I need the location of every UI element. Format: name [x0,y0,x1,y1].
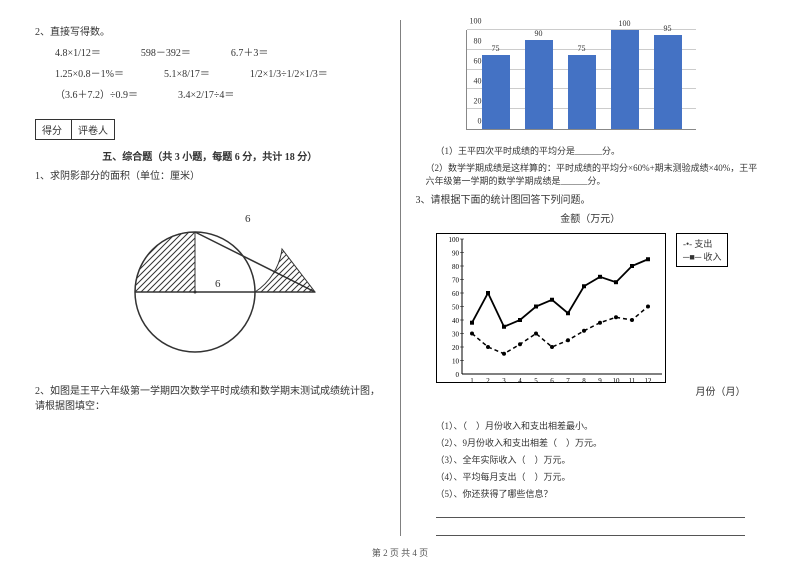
svg-text:1: 1 [470,377,474,384]
svg-text:12: 12 [644,377,652,384]
svg-text:9: 9 [598,377,602,384]
svg-text:7: 7 [566,377,570,384]
x-axis-title: 月份（月） [696,383,746,398]
svg-text:80: 80 [452,263,460,271]
score-box: 得分 评卷人 [35,119,115,140]
subq4: （4）、平均每月支出（ ）万元。 [436,470,766,483]
dim-label-mid: 6 [215,278,221,290]
svg-text:8: 8 [582,377,586,384]
svg-text:0: 0 [455,371,459,379]
expr: 598－392＝ [141,44,191,59]
expr: 1/2×1/3÷1/2×1/3＝ [250,65,328,80]
subq2: （2）、9月份收入和支出相差（ ）万元。 [436,436,766,449]
subq1: （1）、（ ）月份收入和支出相差最小。 [436,419,766,432]
legend-income: ─■─ 收入 [683,250,721,263]
subq5: （5）、你还获得了哪些信息？ [436,487,766,500]
q2-title: 2、直接写得数。 [35,23,385,38]
bar-label: 75 [482,44,510,53]
page-footer: 第 2 页 共 4 页 [0,546,800,559]
q1-title: 1、求阴影部分的面积（单位：厘米） [35,167,385,182]
expr: 5.1×8/17＝ [164,65,210,80]
math-row-2: 1.25×0.8－1%＝ 5.1×8/17＝ 1/2×1/3÷1/2×1/3＝ [55,65,385,80]
chart-title: 金额（万元） [416,210,766,225]
svg-text:60: 60 [452,290,460,298]
svg-text:3: 3 [502,377,506,384]
svg-text:6: 6 [550,377,554,384]
expr: （3.6＋7.2）÷0.9＝ [55,86,138,101]
bar-3 [568,55,596,129]
expr: 6.7＋3＝ [231,44,269,59]
y-tick: 20 [462,97,482,106]
expr: 1.25×0.8－1%＝ [55,65,124,80]
line-legend: -•- 支出 ─■─ 收入 [676,233,728,267]
svg-text:40: 40 [452,317,460,325]
sub1: （1）王平四次平时成绩的平均分是______分。 [436,144,766,157]
dim-label-top: 6 [245,213,251,225]
line-chart-wrap: 0 10 20 30 40 50 60 70 80 90 100 [436,233,766,387]
y-tick: 0 [462,117,482,126]
line-grid [462,239,662,374]
bar-axis: 75 90 75 100 95 [466,30,696,130]
bar-2 [525,40,553,129]
bar-label: 75 [568,44,596,53]
svg-text:11: 11 [628,377,635,384]
svg-text:2: 2 [486,377,490,384]
q2b-title: 2、如图是王平六年级第一学期四次数学平时成绩和数学期末测试成绩统计图，请根据图填… [35,382,385,412]
y-tick: 40 [462,77,482,86]
svg-text:20: 20 [452,344,460,352]
bar-5 [654,35,682,129]
svg-text:4: 4 [518,377,522,384]
bar-chart: 75 90 75 100 95 0 20 40 60 80 100 [436,20,716,140]
y-tick: 100 [462,17,482,26]
q3-title: 3、请根据下面的统计图回答下列问题。 [416,191,766,206]
section-title: 五、综合题（共 3 小题，每题 6 分，共计 18 分） [35,148,385,163]
math-row-1: 4.8×1/12＝ 598－392＝ 6.7＋3＝ [55,44,385,59]
y-tick: 60 [462,57,482,66]
bar-4 [611,30,639,129]
sub2: （2）数学学期成绩是这样算的：平时成绩的平均分×60%+期末测验成绩×40%，王… [426,161,766,187]
math-row-3: （3.6＋7.2）÷0.9＝ 3.4×2/17÷4＝ [55,86,385,101]
expr: 3.4×2/17÷4＝ [178,86,234,101]
legend-expense: -•- 支出 [683,237,721,250]
answer-line [436,524,746,536]
svg-text:90: 90 [452,250,460,258]
line-chart: 0 10 20 30 40 50 60 70 80 90 100 [436,233,666,383]
score-label: 得分 [36,120,72,139]
income-line [472,259,648,327]
y-tick: 80 [462,37,482,46]
grader-label: 评卷人 [72,120,114,139]
expr: 4.8×1/12＝ [55,44,101,59]
svg-text:10: 10 [612,377,620,384]
svg-text:50: 50 [452,304,460,312]
subq3: （3）、全年实际收入（ ）万元。 [436,453,766,466]
bar-label: 95 [654,24,682,33]
svg-text:30: 30 [452,331,460,339]
svg-text:70: 70 [452,277,460,285]
bar-label: 90 [525,29,553,38]
answer-line [436,506,746,518]
bar-label: 100 [611,19,639,28]
circle-diagram: 6 6 [85,192,335,362]
svg-text:100: 100 [448,236,459,244]
bar-1 [482,55,510,129]
svg-text:5: 5 [534,377,538,384]
svg-text:10: 10 [452,358,460,366]
